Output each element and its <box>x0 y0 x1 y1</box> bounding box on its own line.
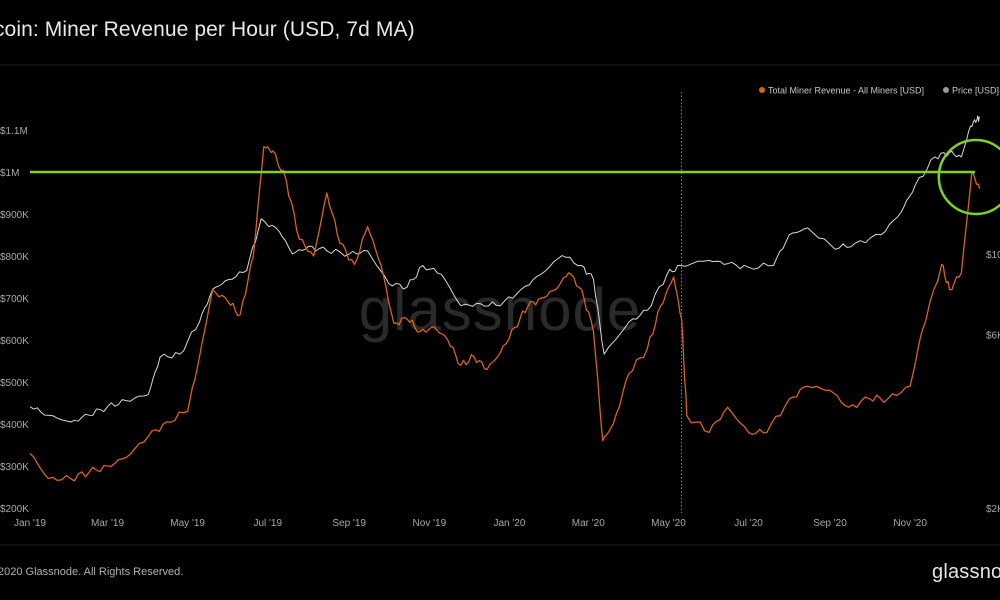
x-tick-label: Mar '20 <box>572 518 605 529</box>
y-right-tick-label: $2K <box>986 504 1000 515</box>
price-series-line <box>29 115 981 423</box>
y-left-tick-label: $1M <box>0 168 19 179</box>
legend-price-label: Price [USD] <box>952 86 999 96</box>
y-left-tick-label: $200K <box>0 504 29 515</box>
y-left-tick-label: $800K <box>0 252 29 263</box>
glassnode-logo: glassnode <box>932 561 1000 583</box>
x-tick-label: Jul '19 <box>253 518 282 529</box>
x-tick-label: Sep '20 <box>813 518 847 529</box>
legend-price-marker <box>943 87 949 93</box>
y-left-tick-label: $300K <box>0 462 29 473</box>
x-tick-label: May '19 <box>170 518 205 529</box>
x-tick-label: Jan '19 <box>14 518 46 529</box>
legend-revenue-marker <box>759 87 765 93</box>
y-left-tick-label: $700K <box>0 294 29 305</box>
legend-revenue-label: Total Miner Revenue - All Miners [USD] <box>768 86 924 96</box>
y-left-tick-label: $500K <box>0 378 29 389</box>
y-left-tick-label: $900K <box>0 210 29 221</box>
x-tick-label: Nov '20 <box>893 518 927 529</box>
y-left-tick-label: $1.1M <box>0 126 28 137</box>
y-right-tick-label: $6K <box>986 331 1000 342</box>
x-tick-label: Mar '19 <box>91 518 124 529</box>
x-tick-label: May '20 <box>651 518 686 529</box>
highlight-circle <box>937 138 1000 216</box>
x-tick-label: Jul '20 <box>734 518 763 529</box>
x-tick-label: Nov '19 <box>413 518 447 529</box>
x-tick-label: Jan '20 <box>494 518 526 529</box>
y-left-tick-label: $600K <box>0 336 29 347</box>
y-right-tick-label: $10K <box>986 250 1000 261</box>
copyright-text: 2020 Glassnode. All Rights Reserved. <box>0 566 184 578</box>
y-left-tick-label: $400K <box>0 420 29 431</box>
chart-title: tcoin: Miner Revenue per Hour (USD, 7d M… <box>0 18 415 41</box>
x-tick-label: Sep '19 <box>332 518 366 529</box>
revenue-series-line <box>29 146 981 482</box>
